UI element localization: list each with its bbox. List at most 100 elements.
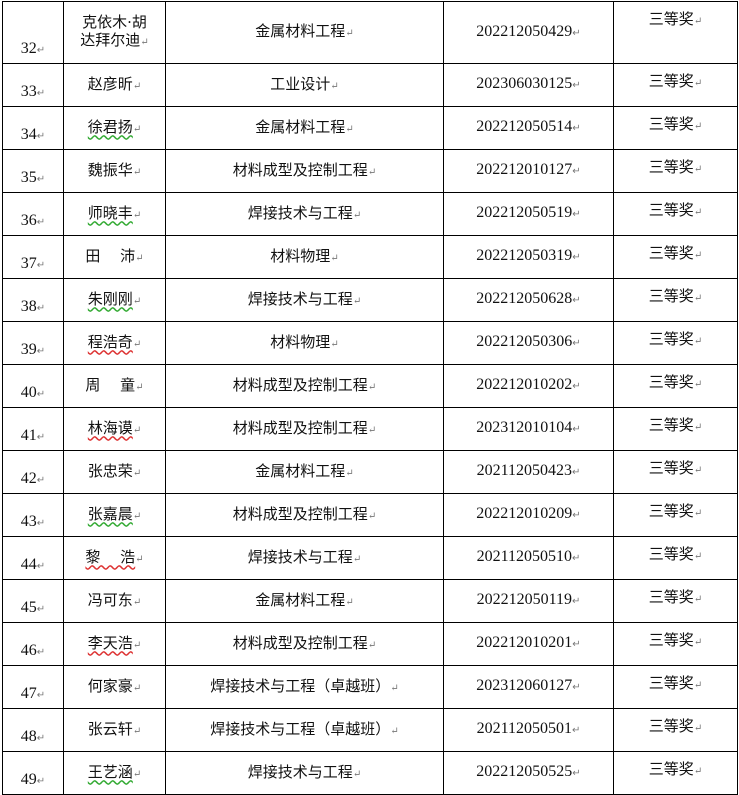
award-level-cell: 三等奖↵ — [613, 493, 738, 537]
paragraph-mark: ↵ — [693, 379, 703, 390]
student-id: 202212050519 — [476, 204, 573, 221]
row-number: 47 — [20, 685, 37, 702]
table-row: 41↵ 林海谟↵ 材料成型及控制工程↵ 202312010104↵ 三等奖↵ — [2, 407, 738, 451]
paragraph-mark: ↵ — [367, 381, 377, 393]
paragraph-mark: ↵ — [132, 510, 142, 522]
paragraph-mark: ↵ — [132, 596, 142, 608]
paragraph-mark: ↵ — [36, 561, 46, 572]
paragraph-mark: ↵ — [330, 338, 339, 350]
award-level-cell: 三等奖↵ — [613, 579, 738, 623]
major-cell: 焊接技术与工程↵ — [165, 278, 444, 322]
row-number-cell: 46↵ — [2, 622, 64, 666]
major-cell: 工业设计↵ — [165, 63, 444, 107]
student-name: 徐君扬 — [87, 117, 133, 136]
table-row: 32↵ 克依木·胡 达拜尔迪↵ 金属材料工程↵ 202212050429↵ 三等奖↵ — [2, 1, 738, 64]
table-row: 44↵ 黎 浩↵ 焊接技术与工程↵ 202112050510↵ 三等奖↵ — [2, 536, 738, 580]
award-level-cell: 三等奖↵ — [613, 321, 738, 365]
row-number: 38 — [20, 298, 37, 315]
student-name-cell: 李天浩↵ — [63, 622, 166, 666]
major-cell: 金属材料工程↵ — [165, 579, 444, 623]
student-id-cell: 202312010104↵ — [443, 407, 614, 451]
paragraph-mark: ↵ — [367, 166, 377, 178]
major-cell: 材料物理↵ — [165, 235, 444, 279]
student-name: 林海谟 — [87, 418, 133, 437]
student-name-cell: 林海谟↵ — [63, 407, 166, 451]
student-id: 202212050628 — [476, 290, 573, 307]
major-cell: 金属材料工程↵ — [165, 106, 444, 150]
row-number: 46 — [20, 642, 37, 659]
row-number-cell: 32↵ — [2, 1, 64, 64]
table-row: 49↵ 王艺涵↵ 焊接技术与工程↵ 202212050525↵ 三等奖↵ — [2, 751, 738, 795]
row-number: 32 — [20, 40, 37, 57]
award-level-cell: 三等奖↵ — [613, 536, 738, 580]
paragraph-mark: ↵ — [572, 553, 581, 564]
student-id-cell: 202212050319↵ — [443, 235, 614, 279]
table-row: 40↵ 周 童↵ 材料成型及控制工程↵ 202212010202↵ 三等奖↵ — [2, 364, 738, 408]
major: 材料成型及控制工程 — [232, 633, 368, 652]
paragraph-mark: ↵ — [36, 776, 46, 787]
row-number-cell: 38↵ — [2, 278, 64, 322]
student-id: 202212010127 — [476, 161, 573, 178]
table-row: 39↵ 程浩奇↵ 材料物理↵ 202212050306↵ 三等奖↵ — [2, 321, 738, 365]
table-row: 37↵ 田 沛↵ 材料物理↵ 202212050319↵ 三等奖↵ — [2, 235, 738, 279]
table-row: 43↵ 张嘉晨↵ 材料成型及控制工程↵ 202212010209↵ 三等奖↵ — [2, 493, 738, 537]
award-level: 三等奖 — [648, 416, 694, 434]
paragraph-mark: ↵ — [693, 121, 703, 132]
paragraph-mark: ↵ — [367, 639, 377, 651]
table-row: 34↵ 徐君扬↵ 金属材料工程↵ 202212050514↵ 三等奖↵ — [2, 106, 738, 150]
award-level: 三等奖 — [648, 717, 694, 735]
paragraph-mark: ↵ — [572, 166, 581, 177]
award-level: 三等奖 — [648, 459, 694, 477]
paragraph-mark: ↵ — [345, 596, 354, 608]
major: 金属材料工程 — [255, 590, 346, 609]
paragraph-mark: ↵ — [572, 252, 581, 263]
paragraph-mark: ↵ — [345, 123, 354, 135]
paragraph-mark: ↵ — [693, 250, 703, 261]
student-name-cell: 张云轩↵ — [63, 708, 166, 752]
row-number: 44 — [20, 556, 37, 573]
paragraph-mark: ↵ — [36, 432, 46, 443]
major: 金属材料工程 — [255, 22, 346, 40]
student-id: 202112050423 — [476, 462, 572, 479]
paragraph-mark: ↵ — [132, 295, 142, 307]
major: 材料成型及控制工程 — [232, 418, 368, 437]
paragraph-mark: ↵ — [693, 723, 703, 734]
paragraph-mark: ↵ — [36, 45, 46, 56]
major: 金属材料工程 — [255, 461, 346, 480]
student-name: 克依木·胡 达拜尔迪 — [80, 13, 147, 49]
paragraph-mark: ↵ — [330, 252, 339, 264]
paragraph-mark: ↵ — [693, 551, 703, 562]
paragraph-mark: ↵ — [693, 78, 703, 89]
row-number-cell: 44↵ — [2, 536, 64, 580]
paragraph-mark: ↵ — [572, 424, 581, 435]
award-level-cell: 三等奖↵ — [613, 192, 738, 236]
student-name-cell: 冯可东↵ — [63, 579, 166, 623]
student-name: 李天浩 — [87, 633, 133, 652]
paragraph-mark: ↵ — [693, 16, 703, 27]
row-number: 34 — [20, 126, 37, 143]
major: 焊接技术与工程（卓越班） — [210, 719, 391, 738]
paragraph-mark: ↵ — [693, 164, 703, 175]
major-cell: 焊接技术与工程↵ — [165, 192, 444, 236]
paragraph-mark: ↵ — [693, 637, 703, 648]
paragraph-mark: ↵ — [140, 37, 149, 48]
award-level: 三等奖 — [648, 287, 694, 305]
row-number: 35 — [20, 169, 37, 186]
paragraph-mark: ↵ — [330, 80, 339, 92]
student-name-cell: 王艺涵↵ — [63, 751, 166, 795]
student-name: 张忠荣 — [87, 461, 133, 480]
major-cell: 材料成型及控制工程↵ — [165, 149, 444, 193]
paragraph-mark: ↵ — [693, 293, 703, 304]
paragraph-mark: ↵ — [132, 424, 142, 436]
student-id-cell: 202212050514↵ — [443, 106, 614, 150]
award-level: 三等奖 — [648, 10, 694, 28]
row-number: 37 — [20, 255, 37, 272]
paragraph-mark: ↵ — [36, 647, 46, 658]
paragraph-mark: ↵ — [352, 768, 362, 780]
row-number: 39 — [20, 341, 37, 358]
major-cell: 材料成型及控制工程↵ — [165, 364, 444, 408]
table-row: 42↵ 张忠荣↵ 金属材料工程↵ 202112050423↵ 三等奖↵ — [2, 450, 738, 494]
paragraph-mark: ↵ — [572, 467, 581, 478]
student-id-cell: 202212050525↵ — [443, 751, 614, 795]
row-number: 36 — [20, 212, 37, 229]
